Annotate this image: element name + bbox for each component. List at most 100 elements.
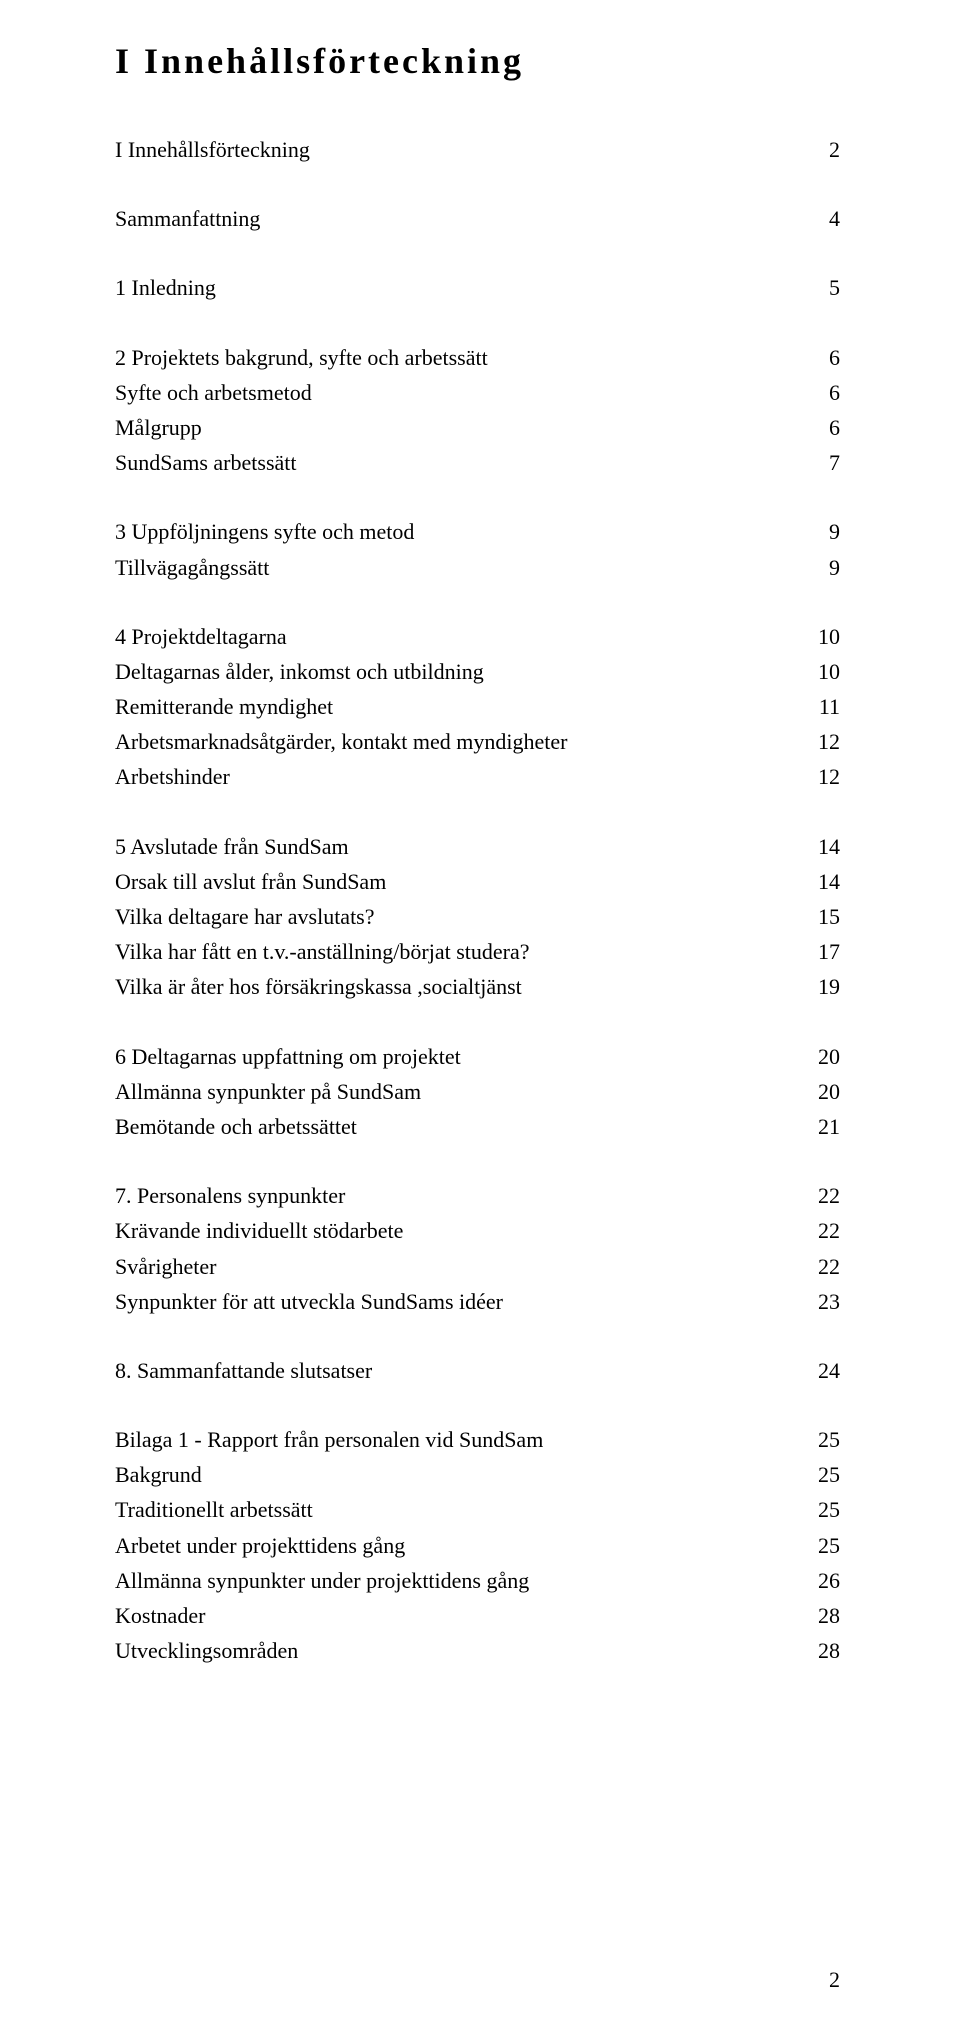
- toc-entry: Målgrupp6: [115, 410, 840, 445]
- toc-entry-page: 12: [800, 759, 840, 794]
- group-separator: [115, 1388, 840, 1422]
- toc-entry-page: 6: [800, 410, 840, 445]
- toc-entry: Utvecklingsområden28: [115, 1633, 840, 1668]
- toc-entry-page: 6: [800, 375, 840, 410]
- toc-entry: 7. Personalens synpunkter22: [115, 1178, 840, 1213]
- toc-entry-page: 25: [800, 1528, 840, 1563]
- toc-entry-label: Bilaga 1 - Rapport från personalen vid S…: [115, 1422, 800, 1457]
- toc-entry-label: Målgrupp: [115, 410, 800, 445]
- toc-entry-page: 25: [800, 1422, 840, 1457]
- toc-entry-page: 24: [800, 1353, 840, 1388]
- toc-entry: Orsak till avslut från SundSam14: [115, 864, 840, 899]
- toc-entry-page: 9: [800, 550, 840, 585]
- toc-entry: 3 Uppföljningens syfte och metod9: [115, 514, 840, 549]
- group-separator: [115, 236, 840, 270]
- toc-entry-label: Syfte och arbetsmetod: [115, 375, 800, 410]
- toc-entry-label: Arbetsmarknadsåtgärder, kontakt med mynd…: [115, 724, 800, 759]
- toc-entry-page: 28: [800, 1598, 840, 1633]
- toc-entry: Vilka har fått en t.v.-anställning/börja…: [115, 934, 840, 969]
- toc-entry-page: 11: [800, 689, 840, 724]
- toc-entry-label: 5 Avslutade från SundSam: [115, 829, 800, 864]
- toc-entry: 5 Avslutade från SundSam14: [115, 829, 840, 864]
- toc-entry-page: 25: [800, 1457, 840, 1492]
- toc-entry-label: Bakgrund: [115, 1457, 800, 1492]
- page-number: 2: [829, 1967, 840, 1993]
- toc-entry: Krävande individuellt stödarbete22: [115, 1213, 840, 1248]
- page-title: I Innehållsförteckning: [115, 40, 840, 82]
- toc-entry-label: Vilka deltagare har avslutats?: [115, 899, 800, 934]
- toc-entry-label: Remitterande myndighet: [115, 689, 800, 724]
- toc-entry-label: Sammanfattning: [115, 201, 800, 236]
- toc-entry: Bakgrund25: [115, 1457, 840, 1492]
- toc-entry-page: 10: [800, 654, 840, 689]
- toc-entry-label: 3 Uppföljningens syfte och metod: [115, 514, 800, 549]
- toc-entry: 2 Projektets bakgrund, syfte och arbetss…: [115, 340, 840, 375]
- toc-entry-page: 2: [800, 132, 840, 167]
- group-separator: [115, 585, 840, 619]
- toc-entry-page: 17: [800, 934, 840, 969]
- toc-entry: Tillvägagångssätt9: [115, 550, 840, 585]
- toc-entry-page: 20: [800, 1039, 840, 1074]
- toc-entry: Svårigheter22: [115, 1249, 840, 1284]
- toc-entry-label: Arbetshinder: [115, 759, 800, 794]
- toc-entry-page: 23: [800, 1284, 840, 1319]
- group-separator: [115, 480, 840, 514]
- group-separator: [115, 167, 840, 201]
- toc-entry: Bemötande och arbetssättet21: [115, 1109, 840, 1144]
- toc-entry: Kostnader28: [115, 1598, 840, 1633]
- toc-entry-page: 26: [800, 1563, 840, 1598]
- group-separator: [115, 795, 840, 829]
- toc-entry-page: 22: [800, 1249, 840, 1284]
- toc-entry: 4 Projektdeltagarna10: [115, 619, 840, 654]
- toc-entry: 1 Inledning5: [115, 270, 840, 305]
- toc-entry-label: Vilka är åter hos försäkringskassa ,soci…: [115, 969, 800, 1004]
- toc-entry-label: Krävande individuellt stödarbete: [115, 1213, 800, 1248]
- toc-entry-label: Orsak till avslut från SundSam: [115, 864, 800, 899]
- toc-entry-label: Synpunkter för att utveckla SundSams idé…: [115, 1284, 800, 1319]
- toc-entry-label: Utvecklingsområden: [115, 1633, 800, 1668]
- toc-entry: Sammanfattning4: [115, 201, 840, 236]
- toc-entry-label: Tillvägagångssätt: [115, 550, 800, 585]
- toc-entry-label: Allmänna synpunkter på SundSam: [115, 1074, 800, 1109]
- toc-entry-label: Bemötande och arbetssättet: [115, 1109, 800, 1144]
- toc-entry-label: Allmänna synpunkter under projekttidens …: [115, 1563, 800, 1598]
- toc-entry: Vilka deltagare har avslutats?15: [115, 899, 840, 934]
- group-separator: [115, 1144, 840, 1178]
- toc-entry-page: 7: [800, 445, 840, 480]
- toc-entry: 6 Deltagarnas uppfattning om projektet20: [115, 1039, 840, 1074]
- toc-entry-page: 14: [800, 829, 840, 864]
- document-page: I Innehållsförteckning I Innehållsförtec…: [0, 0, 960, 2023]
- toc-entry-label: I Innehållsförteckning: [115, 132, 800, 167]
- toc-entry: Synpunkter för att utveckla SundSams idé…: [115, 1284, 840, 1319]
- toc-entry-label: 4 Projektdeltagarna: [115, 619, 800, 654]
- toc-entry-label: Svårigheter: [115, 1249, 800, 1284]
- toc-entry-label: Vilka har fått en t.v.-anställning/börja…: [115, 934, 800, 969]
- toc-entry-page: 4: [800, 201, 840, 236]
- toc-entry-label: Arbetet under projekttidens gång: [115, 1528, 800, 1563]
- toc-entry-page: 5: [800, 270, 840, 305]
- toc-entry-page: 15: [800, 899, 840, 934]
- toc-entry: Remitterande myndighet11: [115, 689, 840, 724]
- toc-entry-label: 6 Deltagarnas uppfattning om projektet: [115, 1039, 800, 1074]
- toc-entry: Syfte och arbetsmetod6: [115, 375, 840, 410]
- table-of-contents: I Innehållsförteckning2Sammanfattning41 …: [115, 132, 840, 1668]
- toc-entry-page: 6: [800, 340, 840, 375]
- group-separator: [115, 1319, 840, 1353]
- toc-entry: I Innehållsförteckning2: [115, 132, 840, 167]
- toc-entry: 8. Sammanfattande slutsatser24: [115, 1353, 840, 1388]
- toc-entry-label: 7. Personalens synpunkter: [115, 1178, 800, 1213]
- toc-entry: Arbetsmarknadsåtgärder, kontakt med mynd…: [115, 724, 840, 759]
- toc-entry-label: Traditionellt arbetssätt: [115, 1492, 800, 1527]
- toc-entry: Arbetet under projekttidens gång25: [115, 1528, 840, 1563]
- toc-entry-page: 22: [800, 1213, 840, 1248]
- toc-entry: Vilka är åter hos försäkringskassa ,soci…: [115, 969, 840, 1004]
- toc-entry-page: 22: [800, 1178, 840, 1213]
- toc-entry-page: 28: [800, 1633, 840, 1668]
- toc-entry: Traditionellt arbetssätt25: [115, 1492, 840, 1527]
- toc-entry: SundSams arbetssätt7: [115, 445, 840, 480]
- toc-entry-page: 9: [800, 514, 840, 549]
- toc-entry-label: SundSams arbetssätt: [115, 445, 800, 480]
- toc-entry-page: 19: [800, 969, 840, 1004]
- toc-entry: Allmänna synpunkter under projekttidens …: [115, 1563, 840, 1598]
- toc-entry-label: 1 Inledning: [115, 270, 800, 305]
